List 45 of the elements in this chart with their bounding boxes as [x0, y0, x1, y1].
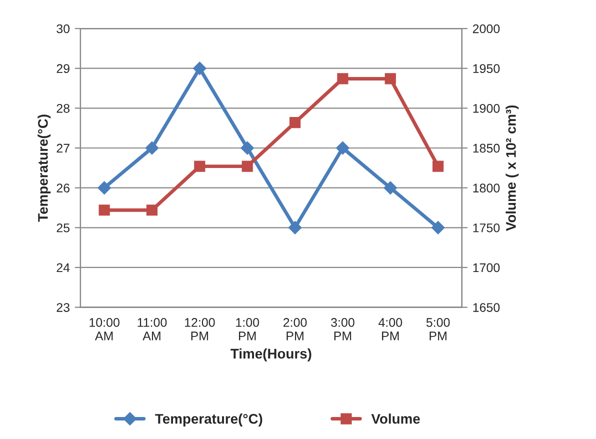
- point: [384, 181, 397, 194]
- y-tick-label: 28: [56, 104, 70, 113]
- y-tick-label: 25: [56, 223, 70, 232]
- point: [240, 141, 254, 155]
- y-tick-label: 29: [56, 64, 70, 74]
- y2-tick-label: 1700: [473, 263, 500, 272]
- point: [432, 160, 444, 172]
- x-tick-label: 5:00 PM: [426, 318, 450, 340]
- y-tick-label: 27: [56, 144, 70, 153]
- y-tick-label: 26: [56, 184, 70, 192]
- point: [146, 204, 158, 216]
- point: [288, 221, 302, 234]
- point: [98, 204, 110, 216]
- y-tick-label: 23: [56, 303, 70, 312]
- point: [337, 73, 348, 84]
- y2-tick-label: 1750: [473, 223, 500, 232]
- point: [384, 73, 396, 84]
- x-tick-label: 2:00 PM: [283, 318, 307, 340]
- x-tick-label: 12:00 PM: [184, 318, 215, 340]
- point: [193, 62, 206, 75]
- legend-label: Temperature(°C): [155, 414, 262, 426]
- y-tick-label: 24: [56, 263, 70, 272]
- point: [336, 141, 350, 155]
- y2-tick-label: 2000: [472, 24, 500, 34]
- x-tick-label: 1:00 PM: [236, 318, 260, 340]
- point: [98, 181, 111, 194]
- x-tick-label: 4:00 PM: [378, 318, 402, 340]
- y2-tick-label: 1850: [473, 144, 500, 153]
- point: [289, 116, 301, 128]
- y2-tick-label: 1900: [473, 104, 500, 113]
- x-tick-label: 3:00 PM: [331, 318, 354, 340]
- legend-label: Volume: [371, 414, 420, 424]
- x-tick-label: 11:00 AM: [138, 318, 167, 340]
- point: [194, 160, 206, 172]
- y2-tick-label: 1800: [473, 184, 500, 192]
- y2-tick-label: 1950: [473, 64, 500, 74]
- y2-axis-title: Volume ( x 10² cm³): [506, 105, 519, 231]
- x-tick-label: 10:00 AM: [90, 318, 120, 340]
- point: [242, 160, 253, 172]
- y-axis-title: Temperature(°C): [38, 114, 51, 222]
- y-tick-label: 30: [56, 24, 70, 34]
- x-axis-title: Time(Hours): [230, 348, 312, 362]
- point: [431, 221, 445, 234]
- point: [145, 141, 159, 155]
- y2-tick-label: 1650: [473, 303, 500, 312]
